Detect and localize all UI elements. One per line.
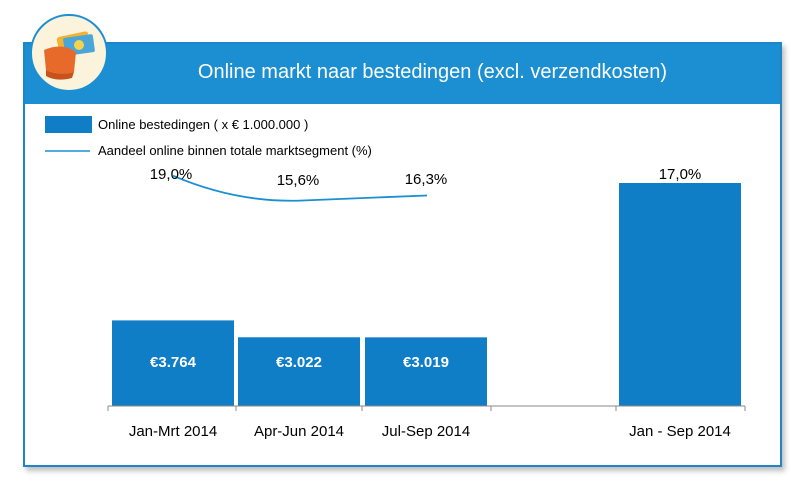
- bar-data-label: €3.019: [403, 354, 449, 371]
- series-line: [172, 174, 428, 202]
- title-bar: Online markt naar bestedingen (excl. ver…: [25, 44, 780, 104]
- bar: [112, 320, 234, 406]
- x-tick-label: Jan - Sep 2014: [629, 423, 731, 440]
- bar-data-label: €3.022: [276, 354, 322, 371]
- bar: [238, 337, 360, 406]
- x-tick-label: Apr-Jun 2014: [254, 423, 344, 440]
- legend-swatch-bars: [45, 116, 92, 133]
- x-tick-label: Jul-Sep 2014: [382, 423, 470, 440]
- wallet-money-icon: [30, 14, 108, 92]
- chart-title: Online markt naar bestedingen (excl. ver…: [197, 61, 668, 83]
- line-data-label: 19,0%: [150, 166, 193, 183]
- line-data-label: 17,0%: [659, 166, 702, 183]
- line-data-label: 16,3%: [405, 171, 448, 188]
- bar: [365, 337, 487, 406]
- bar: [619, 183, 741, 406]
- line-data-label: 15,6%: [277, 172, 320, 189]
- x-tick-label: Jan-Mrt 2014: [129, 423, 217, 440]
- legend-label-bars: Online bestedingen ( x € 1.000.000 ): [98, 117, 308, 132]
- bar-data-label: €3.764: [150, 354, 197, 371]
- legend-label-line: Aandeel online binnen totale marktsegmen…: [98, 143, 372, 158]
